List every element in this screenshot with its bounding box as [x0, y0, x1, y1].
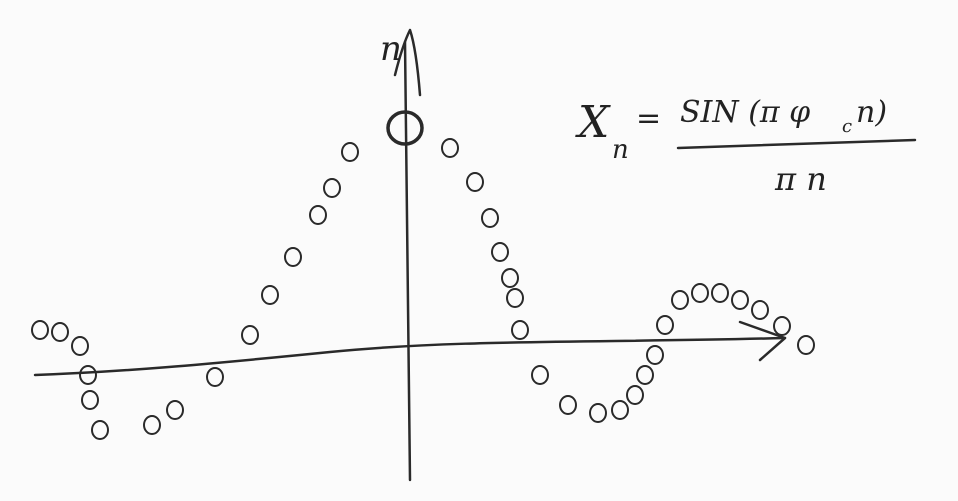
sketch-dot [506, 288, 524, 308]
formula-lhs: X [575, 97, 611, 148]
sketch-dot [491, 242, 509, 262]
sketch-dot [589, 403, 607, 423]
formula-denominator: π n [774, 160, 827, 198]
sketch-dot [797, 335, 815, 355]
sketch-dot [143, 415, 161, 435]
sketch-dot [206, 367, 224, 387]
sketch-dot [466, 172, 484, 192]
sketch-dot [323, 178, 341, 198]
sketch-dot [341, 142, 359, 162]
peak-dot [386, 110, 424, 146]
sketch-dot [636, 365, 654, 385]
formula-numerator-end: n) [856, 95, 887, 130]
axis-label: n [380, 29, 402, 69]
sketch-dot [691, 283, 709, 303]
sketch-dot [79, 365, 97, 385]
sketch-dot [31, 320, 49, 340]
sketch-dot [671, 290, 689, 310]
sketch-dot [751, 300, 769, 320]
fraction-bar [676, 138, 917, 150]
vertical-axis [403, 40, 412, 482]
sketch-dot [511, 320, 529, 340]
sketch-dot [284, 247, 302, 267]
sketch-dot [51, 322, 69, 342]
sketch-dot [241, 325, 259, 345]
sketch-dot [309, 205, 327, 225]
vertical-arrowhead [393, 28, 422, 97]
sketch-dot [81, 390, 99, 410]
sketch-dot [773, 316, 791, 336]
sketch-dot [559, 395, 577, 415]
sketch-dot [71, 336, 89, 356]
sketch-dot [441, 138, 459, 158]
formula-numerator-sub: c [842, 116, 852, 137]
horizontal-arrowhead [738, 320, 787, 362]
sketch-dot [656, 315, 674, 335]
sketch-dot [711, 283, 729, 303]
formula-lhs-sub: n [612, 135, 629, 165]
sketch-dot [501, 268, 519, 288]
horizontal-axis [33, 336, 787, 377]
sketch-dot [611, 400, 629, 420]
formula-numerator: SIN (π φ [680, 95, 810, 130]
sketch-dot [731, 290, 749, 310]
sketch-dot [91, 420, 109, 440]
sketch-dot [166, 400, 184, 420]
sketch-dot [531, 365, 549, 385]
formula-equals: = [636, 101, 661, 136]
sketch-dot [626, 385, 644, 405]
sketch-dot [481, 208, 499, 228]
sketch-dot [261, 285, 279, 305]
sketch-dot [646, 345, 664, 365]
